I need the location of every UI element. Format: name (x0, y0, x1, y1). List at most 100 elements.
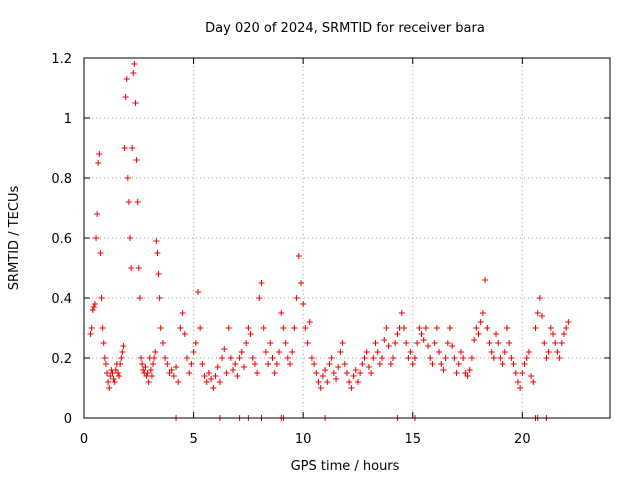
data-point (523, 355, 530, 361)
data-point (554, 349, 561, 355)
data-point (521, 361, 528, 367)
data-point (124, 175, 131, 181)
data-point (394, 331, 401, 337)
data-point (436, 349, 443, 355)
data-point (337, 349, 344, 355)
data-point (508, 355, 515, 361)
data-point (197, 325, 204, 331)
data-point (93, 235, 100, 241)
data-point (130, 70, 137, 76)
data-point (324, 379, 331, 385)
data-point (162, 355, 169, 361)
data-point (280, 325, 287, 331)
data-point (254, 370, 261, 376)
data-point (335, 364, 342, 370)
data-point (416, 325, 423, 331)
data-point (119, 349, 126, 355)
data-point (151, 355, 158, 361)
data-point (223, 370, 230, 376)
data-point (236, 355, 243, 361)
data-point (440, 367, 447, 373)
data-point (302, 325, 309, 331)
data-point (300, 301, 307, 307)
data-point (147, 367, 154, 373)
grid (84, 58, 610, 418)
data-point (219, 355, 226, 361)
data-point (269, 355, 276, 361)
data-point (311, 361, 318, 367)
data-point (170, 373, 177, 379)
data-point (175, 379, 182, 385)
data-point (249, 355, 256, 361)
data-point (216, 379, 223, 385)
y-tick-label: 0.6 (51, 232, 72, 247)
data-point (304, 340, 311, 346)
data-point (339, 340, 346, 346)
data-point (99, 325, 106, 331)
y-tick-label: 0 (64, 412, 72, 427)
data-point (473, 325, 480, 331)
data-point (451, 355, 458, 361)
data-point (539, 313, 546, 319)
data-point (194, 289, 201, 295)
data-point (328, 355, 335, 361)
data-point (245, 325, 252, 331)
data-point (497, 355, 504, 361)
data-point (127, 235, 134, 241)
y-tick-label: 1.2 (51, 52, 72, 67)
data-point (365, 364, 372, 370)
data-point (565, 319, 572, 325)
data-point (188, 361, 195, 367)
data-point (427, 355, 434, 361)
data-point (379, 355, 386, 361)
data-point (104, 370, 111, 376)
data-point (376, 361, 383, 367)
data-point (530, 379, 537, 385)
data-point (374, 349, 381, 355)
data-point (563, 325, 570, 331)
data-point (479, 310, 486, 316)
data-point (109, 370, 116, 376)
data-point (306, 319, 313, 325)
data-point (449, 343, 456, 349)
data-point (284, 355, 291, 361)
data-point (278, 310, 285, 316)
data-point (357, 370, 364, 376)
data-point (148, 373, 155, 379)
data-point (433, 325, 440, 331)
data-point (471, 337, 478, 343)
data-point (143, 373, 150, 379)
data-point (499, 361, 506, 367)
x-tick-label: 20 (514, 432, 531, 447)
data-point (519, 370, 526, 376)
data-point (333, 376, 340, 382)
data-point (552, 340, 559, 346)
data-point (534, 310, 541, 316)
data-point (525, 349, 532, 355)
data-point (381, 337, 388, 343)
x-tick-label: 5 (189, 432, 197, 447)
data-point (164, 361, 171, 367)
data-point (201, 373, 208, 379)
data-point (95, 160, 102, 166)
data-point (317, 385, 324, 391)
data-point (460, 355, 467, 361)
data-point (128, 265, 135, 271)
data-point (234, 373, 241, 379)
data-point (168, 367, 175, 373)
data-point (199, 361, 206, 367)
data-point (142, 364, 149, 370)
data-point (319, 373, 326, 379)
data-point (422, 325, 429, 331)
data-point (131, 61, 138, 67)
data-point (122, 94, 129, 100)
data-point (150, 361, 157, 367)
data-point (326, 361, 333, 367)
data-point (123, 76, 130, 82)
data-point (411, 355, 418, 361)
data-point (243, 340, 250, 346)
data-point (132, 100, 139, 106)
data-point (276, 349, 283, 355)
data-point (503, 325, 510, 331)
data-point (477, 319, 484, 325)
